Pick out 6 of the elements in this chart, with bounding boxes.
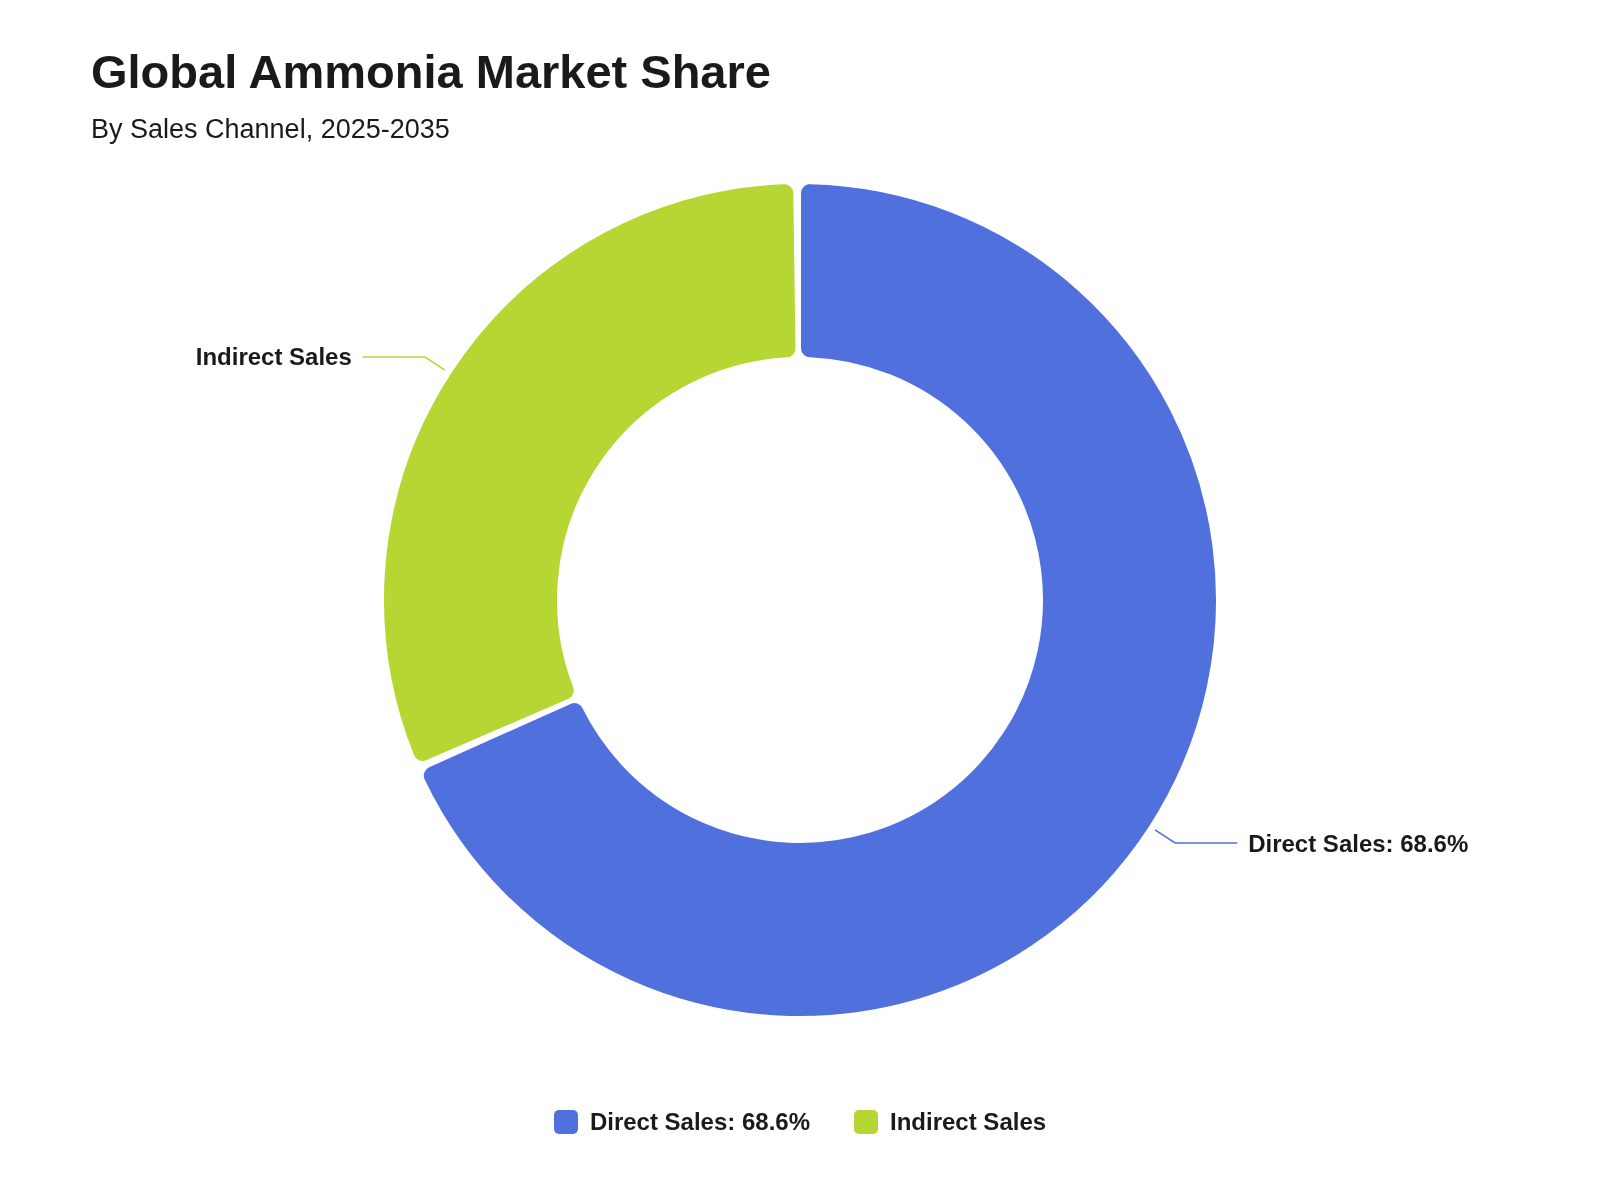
chart-title: Global Ammonia Market Share bbox=[91, 45, 771, 98]
legend-label: Direct Sales: 68.6% bbox=[589, 1108, 811, 1136]
slice-label: Indirect Sales bbox=[195, 343, 352, 371]
slice-label: Direct Sales: 68.6% bbox=[1248, 829, 1469, 857]
legend-label: Indirect Sales bbox=[890, 1108, 1047, 1136]
chart-subtitle: By Sales Channel, 2025-2035 bbox=[91, 114, 450, 144]
